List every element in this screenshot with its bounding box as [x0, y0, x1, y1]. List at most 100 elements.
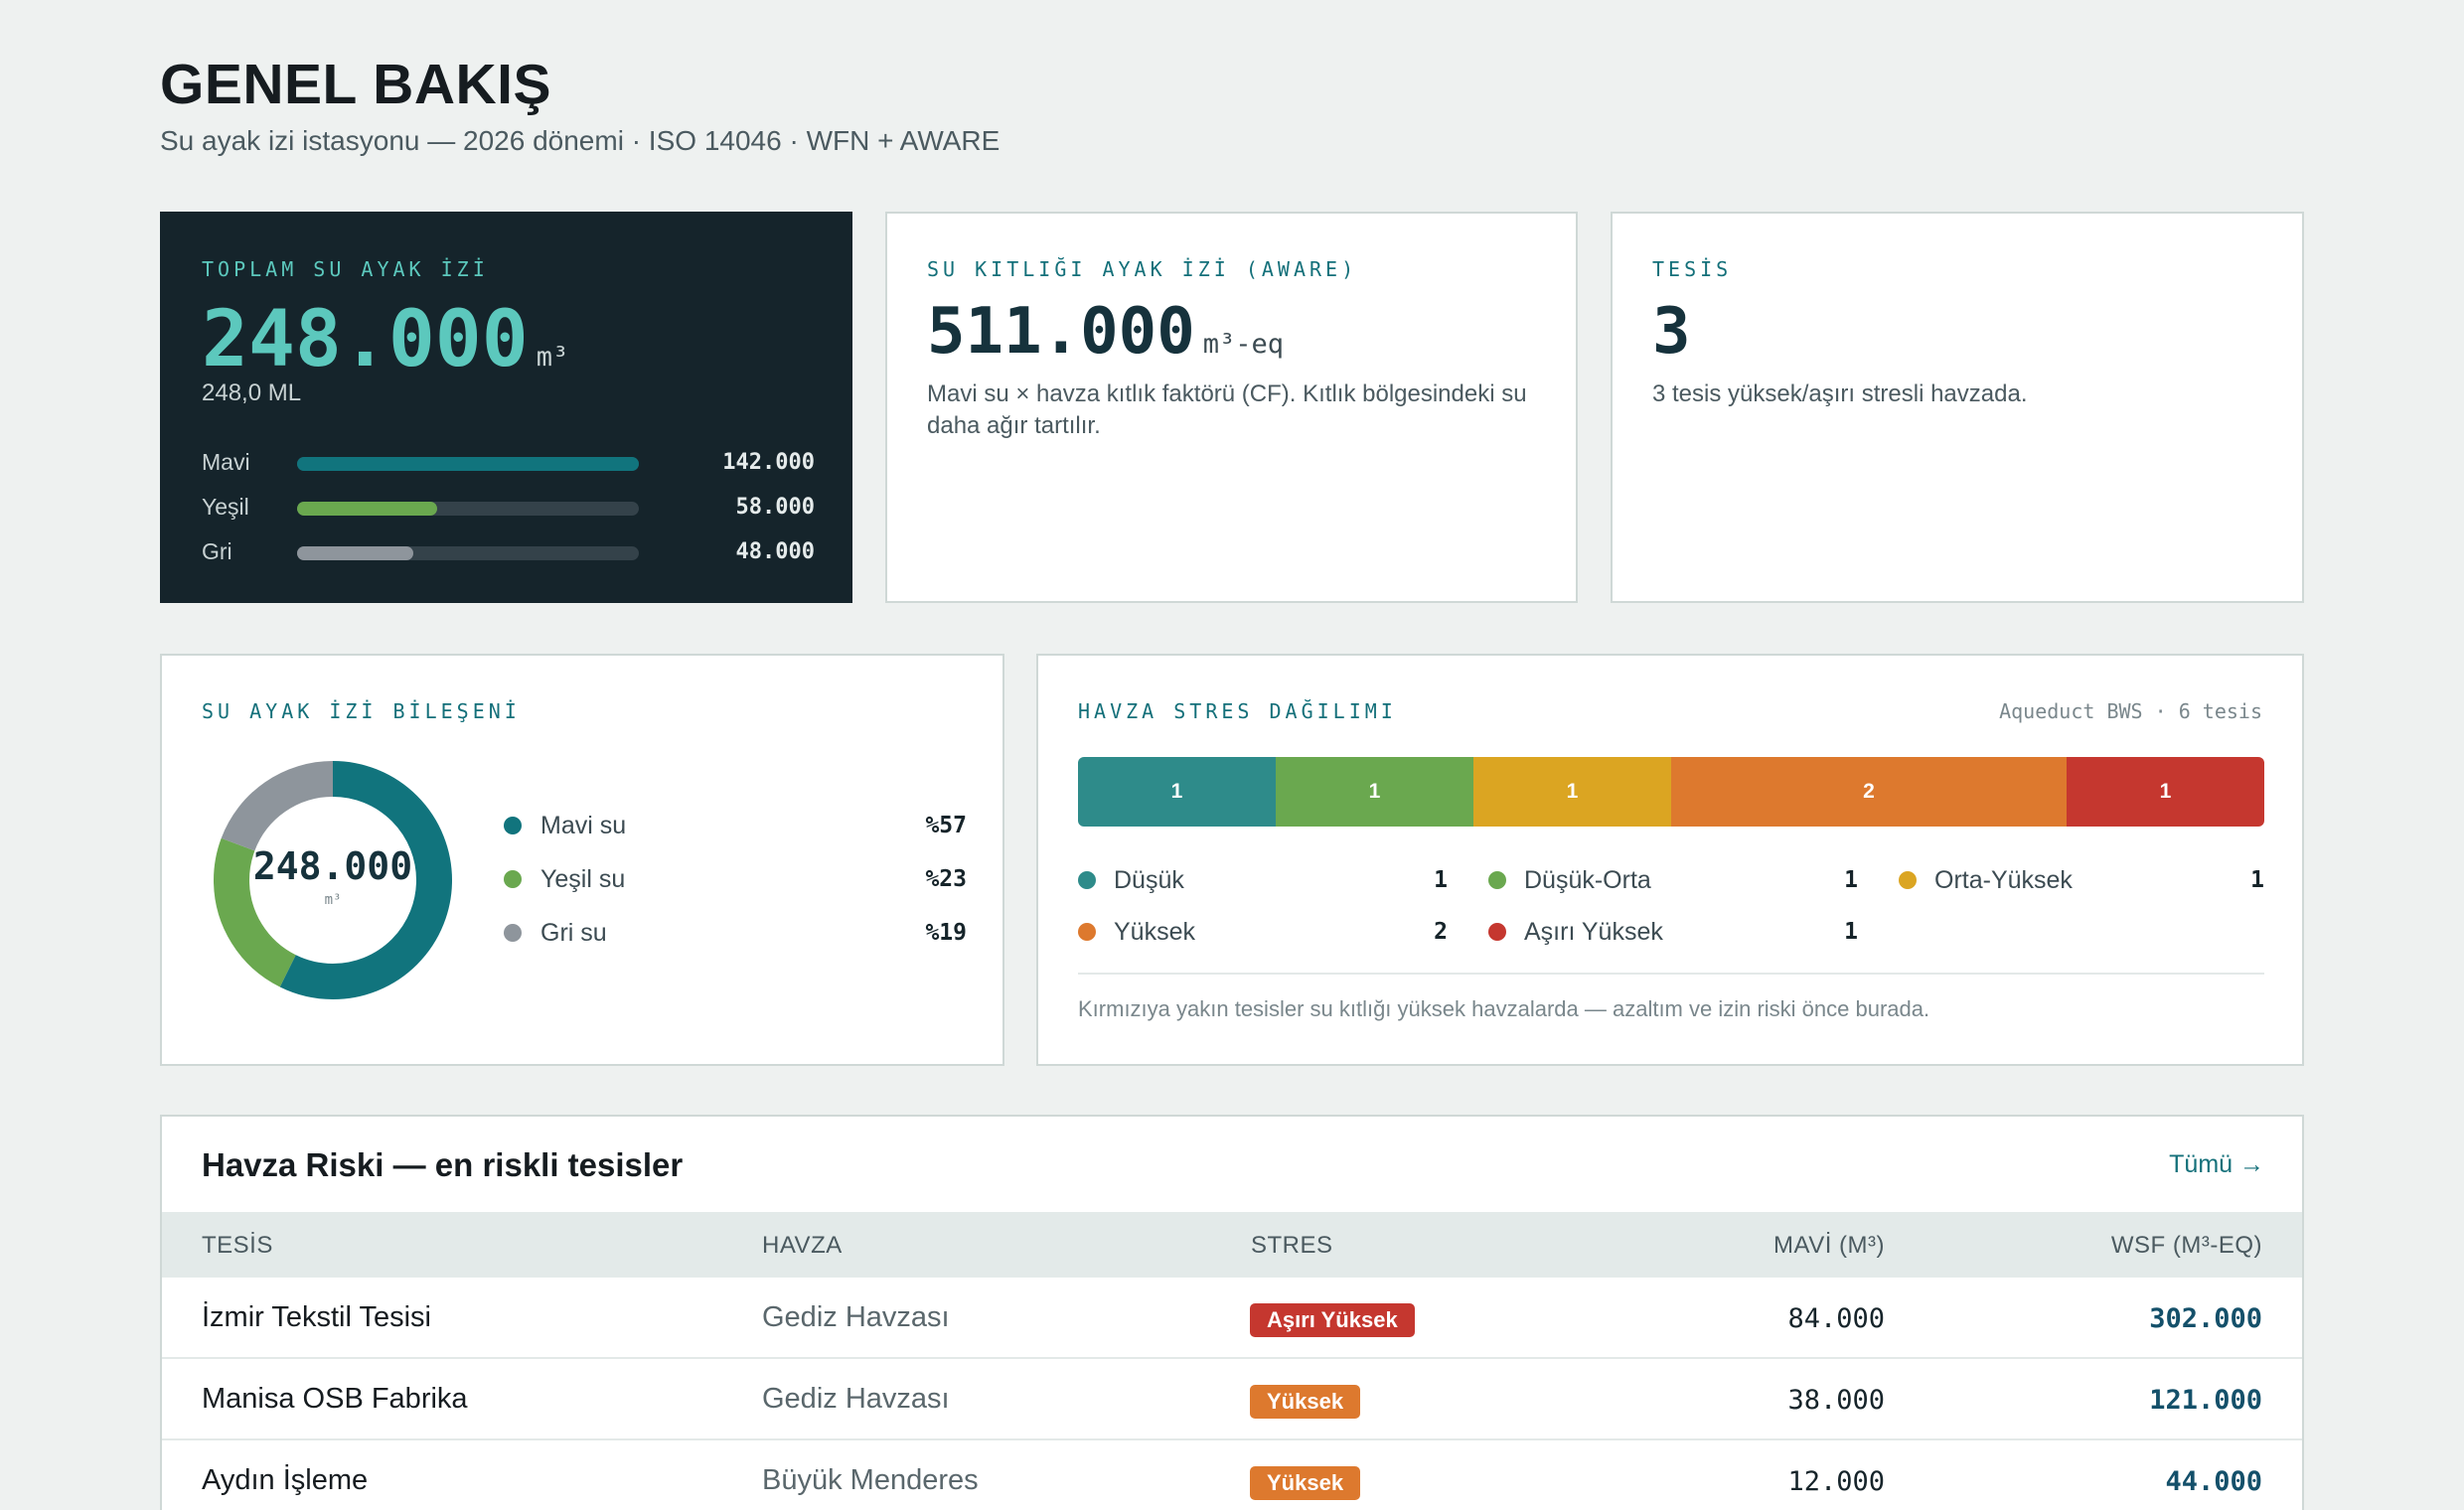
aware-value-group: 511.000 m³-eq	[927, 295, 1284, 369]
legend-percent: %23	[925, 866, 967, 892]
cell-basin: Gediz Havzası	[762, 1301, 950, 1333]
stress-meta: Aqueduct BWS · 6 tesis	[1999, 699, 2262, 723]
stress-stacked-bar: 1 1 1 2 1	[1078, 757, 2264, 827]
donut-center: 248.000 m³	[214, 761, 452, 999]
bar-value: 58.000	[735, 495, 815, 520]
composition-label: SU AYAK İZİ BİLEŞENİ	[202, 699, 521, 723]
cell-facility: İzmir Tekstil Tesisi	[202, 1301, 431, 1333]
donut-center-unit: m³	[324, 892, 342, 908]
column-header-wsf[interactable]: WSF (M³-EQ)	[2110, 1232, 2262, 1259]
total-footprint-card: TOPLAM SU AYAK İZİ 248.000 m³ 248,0 ML Ma…	[160, 212, 852, 603]
bar-track	[297, 457, 639, 471]
total-footprint-ml: 248,0 ML	[202, 379, 302, 406]
stress-footnote: Kırmızıya yakın tesisler su kıtlığı yüks…	[1078, 996, 1930, 1021]
cell-blue: 38.000	[1787, 1385, 1885, 1416]
legend-count: 1	[2250, 867, 2264, 893]
table-row[interactable]: İzmir Tekstil Tesisi Gediz Havzası Aşırı…	[162, 1278, 2302, 1359]
stress-segment-dusuk-orta: 1	[1276, 757, 1473, 827]
column-header-havza[interactable]: HAVZA	[762, 1232, 843, 1259]
view-all-link[interactable]: Tümü →	[2169, 1150, 2264, 1178]
legend-dot	[504, 924, 522, 942]
cell-wsf: 44.000	[2165, 1466, 2262, 1497]
page-title: GENEL BAKIŞ	[160, 53, 552, 116]
legend-dot	[1488, 871, 1506, 889]
aware-card: SU KITLIĞI AYAK İZİ (AWARE) 511.000 m³-eq…	[885, 212, 1578, 603]
facility-label: TESİS	[1652, 257, 1733, 281]
divider	[1078, 973, 2264, 975]
legend-name: Düşük-Orta	[1524, 866, 1651, 894]
stress-legend-yuksek: Yüksek 2	[1078, 916, 1448, 948]
legend-count: 1	[1844, 867, 1858, 893]
aware-label: SU KITLIĞI AYAK İZİ (AWARE)	[927, 257, 1358, 281]
bar-fill	[297, 546, 413, 560]
stress-legend-asiri-yuksek: Aşırı Yüksek 1	[1488, 916, 1858, 948]
cell-facility: Aydın İşleme	[202, 1464, 369, 1496]
column-header-stres[interactable]: STRES	[1251, 1232, 1333, 1259]
legend-percent: %57	[925, 813, 967, 838]
composition-donut-chart	[214, 761, 452, 999]
donut-center-value: 248.000	[252, 844, 413, 888]
legend-item-gri: Gri su %19	[504, 916, 967, 950]
bar-label: Gri	[202, 538, 232, 564]
aware-unit: m³-eq	[1202, 329, 1284, 360]
legend-name: Orta-Yüksek	[1934, 866, 2073, 894]
stress-segment-orta-yuksek: 1	[1473, 757, 1671, 827]
stress-legend-dusuk: Düşük 1	[1078, 864, 1448, 896]
page-subtitle: Su ayak izi istasyonu — 2026 dönemi · IS…	[160, 125, 1001, 156]
table-row[interactable]: Manisa OSB Fabrika Gediz Havzası Yüksek …	[162, 1359, 2302, 1440]
facility-value: 3	[1652, 295, 1691, 369]
legend-name: Mavi su	[540, 812, 627, 839]
column-header-tesis[interactable]: TESİS	[202, 1232, 273, 1259]
legend-name: Yüksek	[1114, 918, 1195, 946]
bar-fill	[297, 502, 438, 516]
stress-segment-asiri-yuksek: 1	[2067, 757, 2264, 827]
total-footprint-value: 248.000	[202, 295, 529, 384]
donut-slice-2	[214, 761, 452, 999]
table-title: Havza Riski — en riskli tesisler	[202, 1146, 684, 1183]
legend-dot	[1078, 923, 1096, 941]
stress-distribution-card: HAVZA STRES DAĞILIMI Aqueduct BWS · 6 te…	[1036, 654, 2304, 1066]
legend-dot	[1078, 871, 1096, 889]
legend-item-mavi: Mavi su %57	[504, 809, 967, 842]
bar-track	[297, 502, 639, 516]
cell-wsf: 121.000	[2149, 1385, 2262, 1416]
bar-value: 48.000	[735, 539, 815, 564]
stress-segment-yuksek: 2	[1671, 757, 2067, 827]
legend-dot	[504, 817, 522, 834]
bar-fill	[297, 457, 639, 471]
legend-item-yesil: Yeşil su %23	[504, 862, 967, 896]
legend-count: 2	[1434, 919, 1448, 945]
bar-track	[297, 546, 639, 560]
bar-row-gri: Gri 48.000	[202, 536, 815, 566]
bar-label: Mavi	[202, 449, 250, 475]
stress-badge: Aşırı Yüksek	[1250, 1303, 1415, 1337]
stress-label: HAVZA STRES DAĞILIMI	[1078, 699, 1397, 723]
legend-name: Yeşil su	[540, 865, 626, 893]
cell-basin: Gediz Havzası	[762, 1383, 950, 1415]
facility-description: 3 tesis yüksek/aşırı stresli havzada.	[1652, 380, 2028, 407]
bar-row-mavi: Mavi 142.000	[202, 447, 815, 477]
table-header: TESİS HAVZA STRES MAVİ (M³) WSF (M³-EQ)	[162, 1212, 2302, 1278]
cell-wsf: 302.000	[2149, 1303, 2262, 1334]
table-row[interactable]: Aydın İşleme Büyük Menderes Yüksek 12.00…	[162, 1440, 2302, 1510]
bar-label: Yeşil	[202, 494, 249, 520]
legend-count: 1	[1434, 867, 1448, 893]
stress-badge: Yüksek	[1250, 1385, 1361, 1419]
legend-dot	[1488, 923, 1506, 941]
stress-segment-dusuk: 1	[1078, 757, 1276, 827]
aware-value: 511.000	[927, 295, 1195, 369]
legend-name: Gri su	[540, 919, 607, 947]
composition-card: SU AYAK İZİ BİLEŞENİ 248.000 m³ Mavi su …	[160, 654, 1004, 1066]
stress-legend-orta-yuksek: Orta-Yüksek 1	[1899, 864, 2264, 896]
legend-dot	[1899, 871, 1917, 889]
cell-blue: 12.000	[1787, 1466, 1885, 1497]
legend-name: Aşırı Yüksek	[1524, 918, 1663, 946]
column-header-mavi[interactable]: MAVİ (M³)	[1772, 1232, 1885, 1259]
donut-slice-1	[214, 761, 452, 999]
legend-percent: %19	[925, 920, 967, 946]
total-footprint-value-group: 248.000 m³	[202, 295, 568, 384]
cell-blue: 84.000	[1787, 1303, 1885, 1334]
aware-description: Mavi su × havza kıtlık faktörü (CF). Kıt…	[927, 380, 1527, 439]
legend-dot	[504, 870, 522, 888]
legend-name: Düşük	[1114, 866, 1184, 894]
